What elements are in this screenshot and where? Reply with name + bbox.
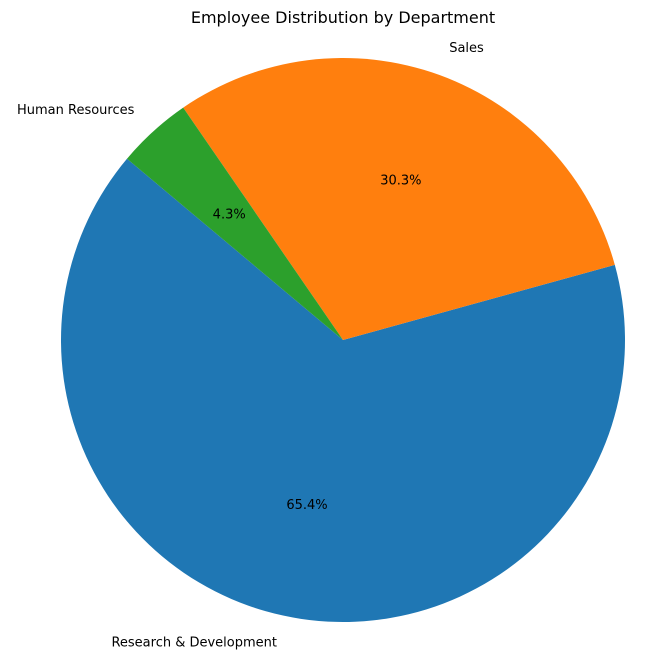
slice-labels: Research & Development Sales Human Resou…	[17, 41, 484, 651]
slice-label-sales: Sales	[449, 41, 484, 56]
percent-label-human-resources: 4.3%	[213, 207, 246, 222]
slice-research-development	[60, 158, 625, 623]
percent-label-sales: 30.3%	[380, 174, 421, 189]
pie-slices	[60, 57, 625, 623]
percent-label-research-development: 65.4%	[286, 498, 327, 513]
percent-labels: 65.4% 30.3% 4.3%	[213, 174, 422, 513]
slice-label-human-resources: Human Resources	[17, 103, 135, 118]
slice-sales	[183, 57, 615, 340]
slice-label-research-development: Research & Development	[111, 636, 277, 651]
slice-human-resources	[126, 107, 343, 341]
chart-title: Employee Distribution by Department	[191, 8, 495, 27]
